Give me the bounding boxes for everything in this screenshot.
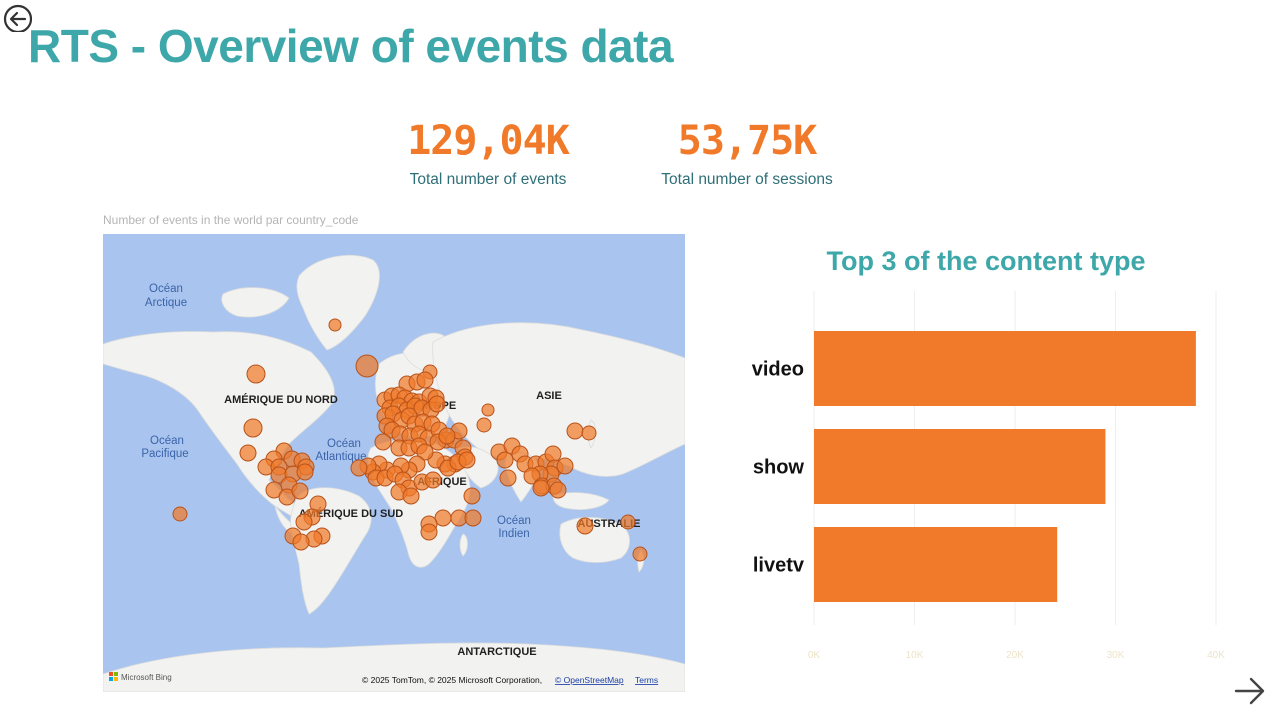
map-bubble[interactable] [566, 422, 584, 440]
map-bubble[interactable] [532, 479, 550, 497]
map-label-atlantic-line2: Atlantique [315, 451, 366, 463]
map-bubble[interactable] [632, 546, 648, 562]
map-bubble[interactable] [420, 523, 438, 541]
bar-chart-canvas: 0K 10K 20K 30K 40K video show livetv [752, 291, 1225, 661]
y-category-label-video: video [752, 359, 804, 381]
map-bubble[interactable] [549, 481, 567, 499]
map-bubble[interactable] [172, 506, 188, 522]
map-bubble[interactable] [374, 433, 392, 451]
world-map[interactable]: Océan Arctique Océan Pacifique Océan Atl… [103, 234, 685, 692]
kpi-label-sessions: Total number of sessions [661, 171, 833, 188]
map-bubble[interactable] [499, 469, 517, 487]
circle-arrow-left-icon[interactable] [2, 2, 32, 32]
map-bubble[interactable] [295, 513, 313, 531]
map-bubble[interactable] [416, 443, 434, 461]
map-bubble[interactable] [350, 459, 368, 477]
map-label-pacific-line2: Pacifique [141, 448, 188, 460]
map-bubble[interactable] [292, 533, 310, 551]
map-bubble[interactable] [246, 364, 266, 384]
map-bubble[interactable] [496, 451, 514, 469]
kpi-value-sessions: 53,75K [677, 118, 818, 164]
map-bubble[interactable] [581, 425, 597, 441]
map-bubble[interactable] [458, 451, 476, 469]
bar-video[interactable] [814, 331, 1196, 406]
kpi-card-events: 129,04K Total number of events [398, 118, 578, 190]
kpi-value-events: 129,04K [407, 118, 570, 164]
x-tick-label: 30K [1107, 650, 1125, 661]
kpi-label-events: Total number of events [409, 171, 567, 188]
map-label-indian-line2: Indien [498, 528, 529, 540]
map-label-atlantic-line1: Océan [327, 438, 361, 450]
y-category-label-livetv: livetv [753, 555, 805, 577]
map-bubble[interactable] [402, 487, 420, 505]
microsoft-logo-icon [109, 672, 118, 681]
map-label-indian-line1: Océan [497, 515, 531, 527]
map-label-asia: ASIE [536, 390, 562, 402]
map-label-antarctica: ANTARCTIQUE [457, 646, 536, 658]
map-copyright-text: © 2025 TomTom, © 2025 Microsoft Corporat… [362, 675, 542, 685]
map-bubble[interactable] [416, 371, 434, 389]
map-bubble[interactable] [291, 482, 309, 500]
map-bubble[interactable] [428, 395, 446, 413]
map-bubble[interactable] [463, 487, 481, 505]
chart-title: Top 3 of the content type [826, 246, 1146, 276]
map-bubble[interactable] [243, 418, 263, 438]
map-bubble[interactable] [544, 445, 562, 463]
bar-show[interactable] [814, 429, 1106, 504]
x-tick-label: 20K [1006, 650, 1024, 661]
map-label-south-america: AMÉRIQUE DU SUD [299, 507, 404, 520]
arrow-right-icon[interactable] [1232, 674, 1268, 708]
map-bubble-layer[interactable] [172, 318, 648, 562]
map-label-arctic-line2: Arctique [145, 297, 187, 309]
x-tick-label: 10K [906, 650, 924, 661]
map-bubble[interactable] [620, 514, 636, 530]
map-label-north-america: AMÉRIQUE DU NORD [224, 393, 338, 406]
map-bubble[interactable] [355, 354, 379, 378]
page-title: RTS - Overview of events data [28, 20, 674, 72]
map-bubble[interactable] [328, 318, 342, 332]
openstreetmap-link[interactable]: © OpenStreetMap [555, 675, 624, 685]
map-bubble[interactable] [481, 403, 495, 417]
map-label-arctic-line1: Océan [149, 283, 183, 295]
map-bubble[interactable] [464, 509, 482, 527]
map-bubble[interactable] [424, 471, 442, 489]
map-bing-logo-text: Microsoft Bing [121, 673, 172, 682]
world-map-canvas[interactable]: Océan Arctique Océan Pacifique Océan Atl… [103, 234, 685, 692]
kpi-card-sessions: 53,75K Total number of sessions [650, 118, 844, 190]
map-bubble[interactable] [438, 427, 456, 445]
map-bubble[interactable] [265, 481, 283, 499]
map-bubble[interactable] [239, 444, 257, 462]
map-attribution: Microsoft Bing © 2025 TomTom, © 2025 Mic… [109, 672, 658, 685]
bar-livetv[interactable] [814, 527, 1058, 602]
map-bubble[interactable] [296, 463, 314, 481]
content-type-bar-chart: 0K 10K 20K 30K 40K video show livetv [740, 285, 1240, 665]
y-category-label-show: show [753, 457, 805, 479]
map-terms-link[interactable]: Terms [635, 675, 658, 685]
map-label-pacific-line1: Océan [150, 435, 184, 447]
x-tick-label: 40K [1207, 650, 1225, 661]
map-bubble[interactable] [556, 457, 574, 475]
map-caption: Number of events in the world par countr… [103, 213, 359, 227]
map-bubble[interactable] [476, 417, 492, 433]
map-bubble[interactable] [576, 517, 594, 535]
x-tick-label: 0K [808, 650, 821, 661]
